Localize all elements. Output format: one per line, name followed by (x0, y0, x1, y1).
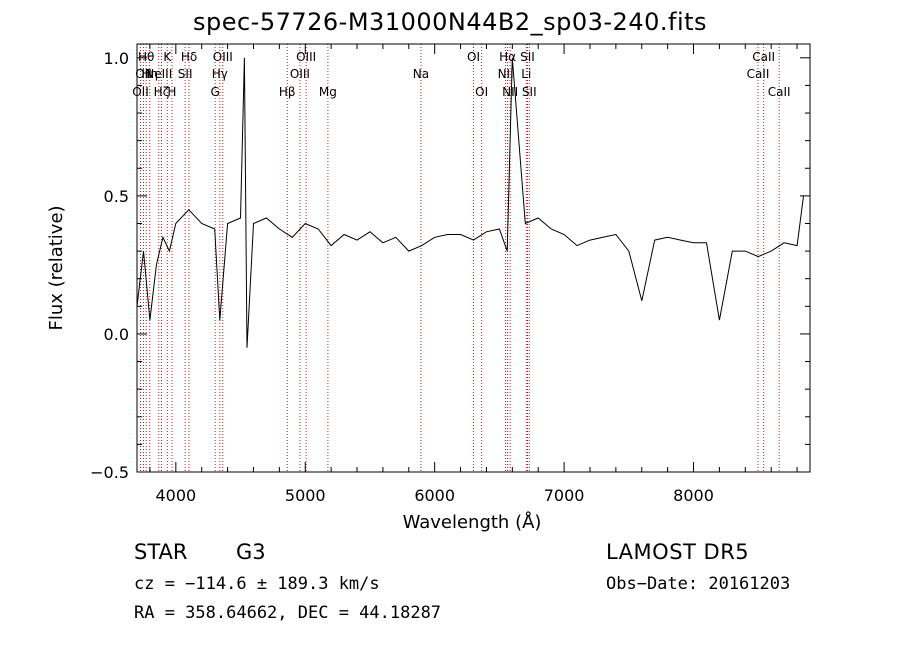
line-label-18: OI (467, 50, 480, 64)
x-axis-label: Wavelength (Å) (403, 511, 542, 533)
plot-frame (136, 43, 811, 473)
line-label-16: Mg (319, 85, 337, 99)
y-axis-label: Flux (relative) (46, 205, 67, 330)
line-label-6: K (163, 50, 172, 64)
x-tick-label-2: 6000 (414, 486, 455, 505)
object-class: STAR (134, 540, 188, 564)
x-tick-label-3: 7000 (544, 486, 585, 505)
x-tick-label-4: 8000 (673, 486, 714, 505)
line-label-0: OII (132, 85, 149, 99)
line-label-25: SII (522, 85, 537, 99)
marker-label-layer: OIIOIIHθHηNeIIIHζKHSIIHδGHγOIIIHβOIIIOII… (132, 50, 790, 99)
line-label-2: Hθ (138, 50, 154, 64)
line-label-9: Hδ (181, 50, 197, 64)
line-label-14: OIII (290, 67, 310, 81)
line-label-13: Hβ (279, 85, 296, 99)
y-tick-label-3: 1.0 (104, 49, 129, 68)
line-marker-layer (139, 44, 780, 472)
line-label-1: OII (135, 67, 152, 81)
object-subclass: G3 (236, 540, 266, 564)
line-label-23: Li (521, 67, 531, 81)
line-label-21: Hα (499, 50, 516, 64)
y-tick-label-2: 0.5 (104, 187, 129, 206)
line-label-17: Na (413, 67, 429, 81)
line-label-27: CaII (752, 50, 775, 64)
line-label-24: SII (520, 50, 535, 64)
y-tick-label-1: 0.0 (104, 325, 129, 344)
chart-title: spec-57726-M31000N44B2_sp03-240.fits (192, 8, 708, 36)
line-label-3: Hη (141, 67, 158, 81)
observation-date: Obs−Date: 20161203 (606, 574, 791, 594)
y-tick-label-0: −0.5 (90, 463, 129, 482)
line-label-12: OIII (213, 50, 233, 64)
line-label-7: H (167, 85, 176, 99)
line-label-26: CaII (747, 67, 770, 81)
line-label-19: OI (475, 85, 488, 99)
x-tick-label-0: 4000 (155, 486, 196, 505)
survey-name: LAMOST DR5 (606, 540, 750, 564)
line-label-5: Hζ (154, 85, 170, 99)
spectrum-series (136, 57, 804, 348)
redshift-cz: cz = −114.6 ± 189.3 km/s (134, 574, 380, 594)
line-label-4: NeIII (145, 67, 172, 81)
line-label-22: NII (502, 85, 518, 99)
series-layer (136, 57, 804, 348)
x-tick-label-1: 5000 (285, 486, 326, 505)
line-label-15: OIII (296, 50, 316, 64)
line-label-28: CaII (768, 85, 791, 99)
line-label-11: Hγ (212, 67, 228, 81)
tick-layer: 4000 5000 6000 7000 8000 −0.5 0.0 0.5 1.0 (90, 44, 810, 505)
coordinates: RA = 358.64662, DEC = 44.18287 (134, 603, 442, 623)
line-label-8: SII (178, 67, 193, 81)
line-label-20: NII (498, 67, 514, 81)
line-label-10: G (211, 85, 220, 99)
